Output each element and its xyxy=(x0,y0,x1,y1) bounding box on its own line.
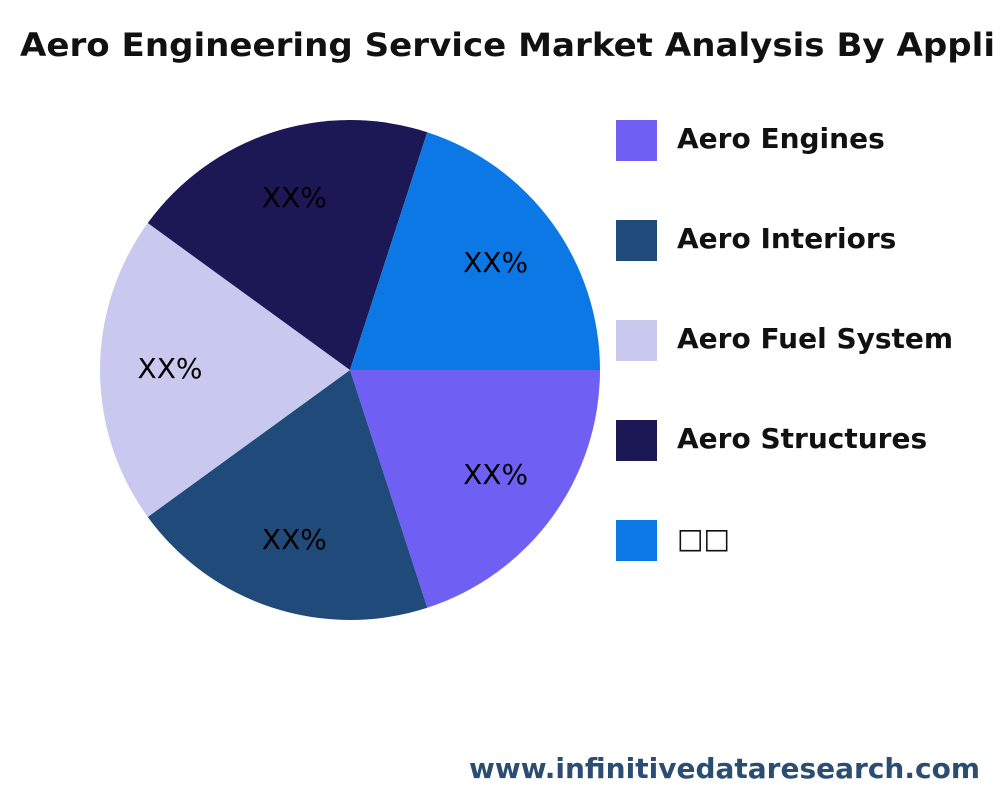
legend-label: □□ xyxy=(677,522,730,555)
legend-swatch xyxy=(616,520,657,561)
legend-label: Aero Structures xyxy=(677,422,927,455)
pie-slice xyxy=(100,223,350,517)
chart-title: Aero Engineering Service Market Analysis… xyxy=(20,26,995,64)
legend-swatch xyxy=(616,420,657,461)
legend-swatch xyxy=(616,220,657,261)
slice-label: XX% xyxy=(262,523,327,556)
slice-label: XX% xyxy=(262,181,327,214)
legend-label: Aero Engines xyxy=(677,122,885,155)
pie-slice xyxy=(147,370,428,620)
pie-slice xyxy=(350,370,600,608)
legend-label: Aero Interiors xyxy=(677,222,896,255)
legend-swatch xyxy=(616,120,657,161)
slice-label: XX% xyxy=(463,246,528,279)
pie-slice xyxy=(350,132,600,370)
slice-label: XX% xyxy=(463,458,528,491)
slice-label: XX% xyxy=(138,352,203,385)
pie-slice xyxy=(147,120,428,370)
legend-swatch xyxy=(616,320,657,361)
footer: www.infinitivedataresearch.com xyxy=(469,752,980,785)
legend-label: Aero Fuel System xyxy=(677,322,953,355)
